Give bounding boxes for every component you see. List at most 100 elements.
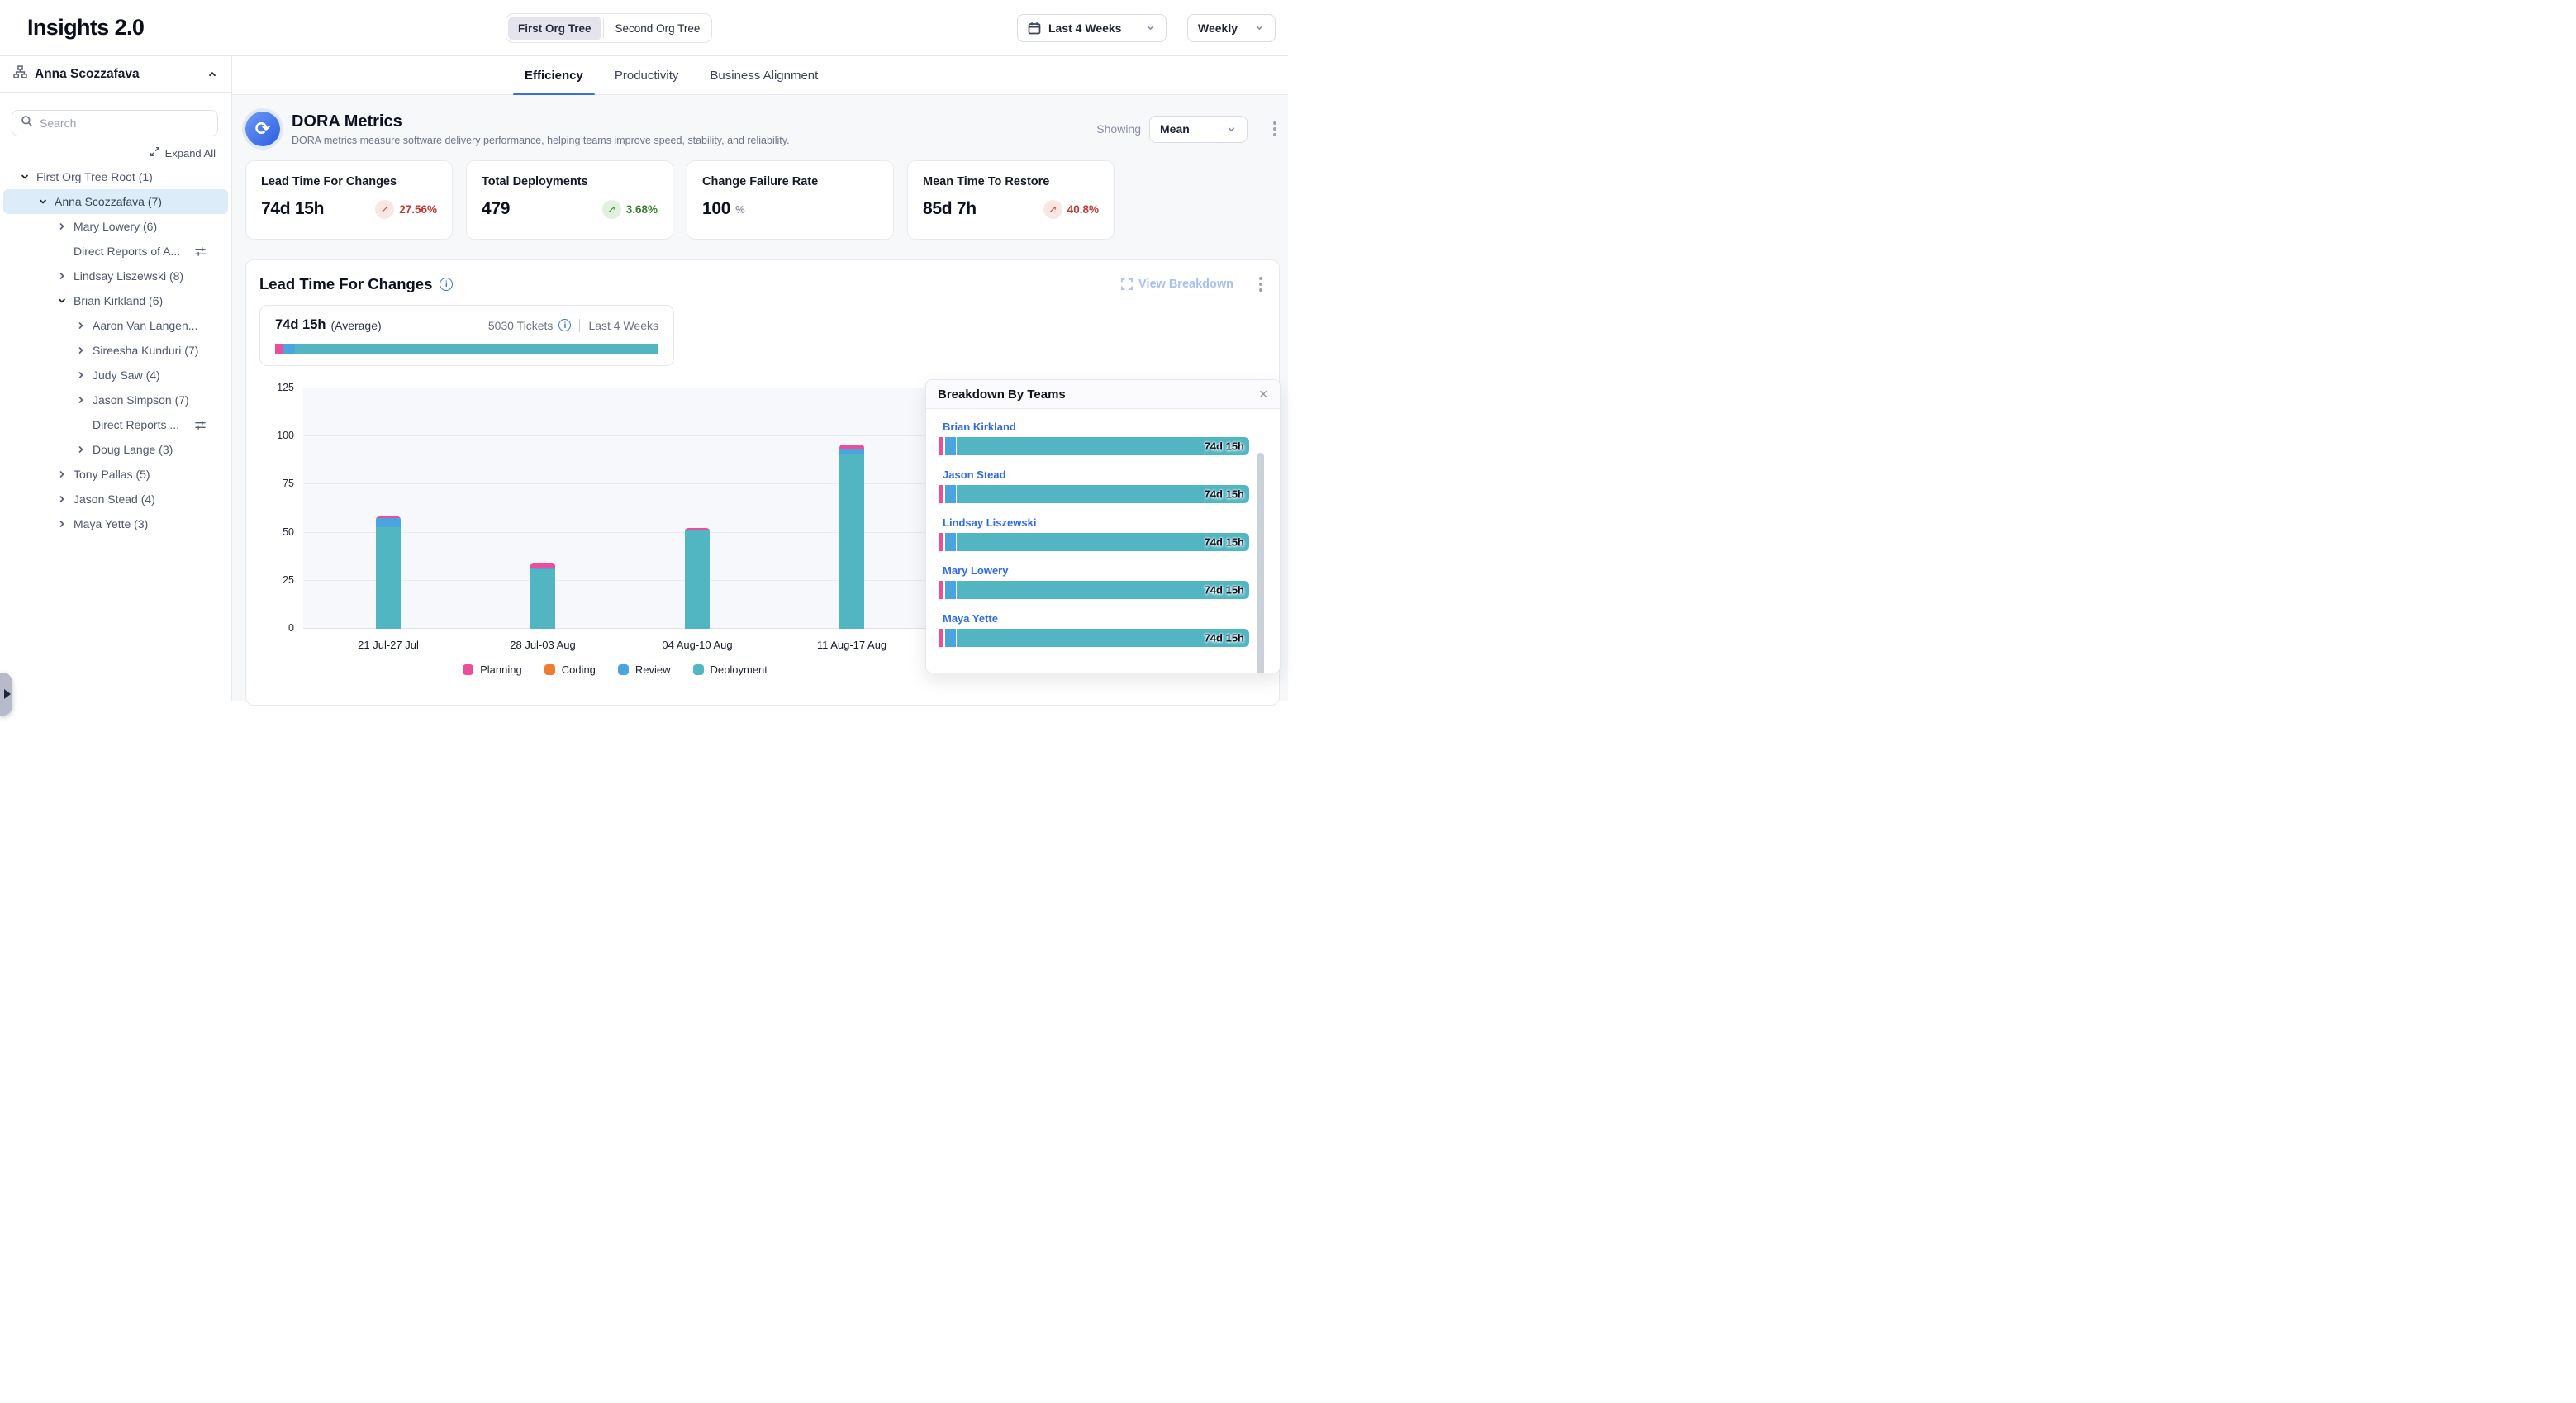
chevron-right-icon[interactable]: [55, 494, 69, 504]
tab-efficiency[interactable]: Efficiency: [513, 56, 595, 94]
legend-label: Planning: [480, 663, 522, 676]
team-name-link[interactable]: Brian Kirkland: [943, 421, 1280, 433]
tree-item[interactable]: First Org Tree Root (1): [3, 164, 228, 189]
tree-item[interactable]: Anna Scozzafava (7): [3, 189, 228, 214]
breakdown-team-row: Jason Stead74d 15h: [939, 468, 1280, 503]
y-axis-tick-label: 50: [259, 526, 294, 538]
planning-segment: [530, 563, 555, 568]
summary-meta: 5030 Tickets i Last 4 Weeks: [488, 319, 658, 332]
metric-card-value: 100: [702, 199, 730, 219]
tree-item-label: Aaron Van Langen...: [93, 319, 197, 332]
lead-time-kebab-menu[interactable]: [1256, 273, 1266, 295]
close-icon[interactable]: ✕: [1258, 388, 1268, 400]
review-segment: [283, 344, 295, 354]
expand-all-button[interactable]: Expand All: [0, 146, 216, 159]
chevron-right-icon[interactable]: [74, 445, 88, 454]
chevron-right-icon[interactable]: [74, 395, 88, 405]
review-segment: [376, 518, 401, 526]
showing-select[interactable]: Mean: [1149, 116, 1248, 143]
tree-item[interactable]: Tony Pallas (5): [3, 462, 228, 487]
divider: [579, 319, 580, 332]
org-hierarchy-icon: [13, 65, 27, 83]
metric-card-value-row: 85d 7h ↗40.8%: [923, 199, 1099, 219]
search-input[interactable]: [40, 117, 209, 130]
scrollbar-thumb[interactable]: [1257, 453, 1264, 673]
search-icon: [21, 115, 33, 131]
chevron-right-icon[interactable]: [74, 321, 88, 331]
tree-item[interactable]: Sireesha Kunduri (7): [3, 338, 228, 363]
metric-card-title: Change Failure Rate: [702, 175, 878, 188]
stacked-bar[interactable]: [530, 563, 555, 629]
chevron-up-icon[interactable]: [207, 69, 218, 80]
tab-business-alignment[interactable]: Business Alignment: [698, 56, 829, 94]
toggle-first-org-tree[interactable]: First Org Tree: [508, 17, 601, 40]
chevron-right-icon[interactable]: [55, 221, 69, 231]
tree-item[interactable]: Jason Stead (4): [3, 487, 228, 511]
toggle-second-org-tree[interactable]: Second Org Tree: [606, 17, 711, 40]
legend-item: Planning: [463, 663, 522, 676]
info-icon[interactable]: i: [440, 278, 453, 291]
tree-item[interactable]: Doug Lange (3): [3, 437, 228, 462]
team-name-link[interactable]: Mary Lowery: [943, 564, 1280, 577]
stacked-bar[interactable]: [839, 445, 864, 629]
metric-card-title: Lead Time For Changes: [261, 175, 437, 188]
showing-value: Mean: [1160, 122, 1190, 136]
x-axis-tick-label: 11 Aug-17 Aug: [817, 639, 886, 651]
chevron-right-icon[interactable]: [55, 469, 69, 479]
tree-item[interactable]: Judy Saw (4): [3, 363, 228, 388]
sidebar-collapse-handle[interactable]: [0, 673, 12, 716]
granularity-select[interactable]: Weekly: [1187, 14, 1276, 42]
tree-item-label: Tony Pallas (5): [74, 468, 150, 481]
org-tree-toggle[interactable]: First Org Tree Second Org Tree: [506, 13, 712, 43]
sidebar-search[interactable]: [12, 110, 218, 136]
deployment-segment: [376, 527, 401, 629]
breakdown-panel: Breakdown By Teams ✕ Brian Kirkland74d 1…: [925, 379, 1281, 673]
tree-item[interactable]: Aaron Van Langen...: [3, 313, 228, 338]
chevron-down-icon[interactable]: [55, 296, 69, 306]
sidebar-header[interactable]: Anna Scozzafava: [0, 56, 231, 93]
tree-item[interactable]: Lindsay Liszewski (8): [3, 264, 228, 288]
tree-item[interactable]: Mary Lowery (6): [3, 214, 228, 239]
chevron-down-icon[interactable]: [36, 197, 50, 207]
team-lead-time-bar: 74d 15h: [939, 581, 1249, 599]
chevron-right-icon[interactable]: [74, 345, 88, 355]
y-axis-tick-label: 0: [259, 622, 294, 634]
stacked-bar[interactable]: [376, 516, 401, 629]
team-name-link[interactable]: Jason Stead: [943, 468, 1280, 481]
triangle-right-icon: [4, 689, 11, 699]
tree-item-label: Sireesha Kunduri (7): [93, 344, 198, 357]
metric-card-value: 479: [482, 199, 510, 219]
filter-sliders-icon[interactable]: [194, 419, 207, 431]
tree-item-label: Doug Lange (3): [93, 443, 173, 456]
lead-time-chart: 21 Jul-27 Jul28 Jul-03 Aug04 Aug-10 Aug1…: [259, 388, 927, 629]
dora-cycle-icon: ⟳: [245, 112, 280, 146]
team-name-link[interactable]: Maya Yette: [943, 612, 1280, 625]
breakdown-team-row: Mary Lowery 74d 15h: [939, 564, 1280, 599]
date-range-select[interactable]: Last 4 Weeks: [1017, 14, 1167, 42]
expand-all-label: Expand All: [165, 147, 216, 159]
section-tabs: Efficiency Productivity Business Alignme…: [232, 56, 1288, 95]
dora-kebab-menu[interactable]: [1270, 118, 1280, 140]
tab-productivity[interactable]: Productivity: [603, 56, 691, 94]
view-breakdown-button[interactable]: View Breakdown: [1121, 278, 1233, 291]
tree-item[interactable]: Direct Reports ...: [3, 412, 228, 437]
chevron-right-icon[interactable]: [55, 271, 69, 281]
trend-up-icon: ↗: [375, 200, 394, 219]
tree-item[interactable]: Direct Reports of A...: [3, 239, 228, 264]
tree-item[interactable]: Brian Kirkland (6): [3, 288, 228, 313]
team-name-link[interactable]: Lindsay Liszewski: [943, 516, 1280, 529]
tree-item-label: Judy Saw (4): [93, 369, 160, 382]
deployment-segment: [530, 569, 555, 629]
chevron-right-icon[interactable]: [55, 519, 69, 529]
trend-badge: ↗40.8%: [1043, 200, 1099, 219]
tree-item[interactable]: Jason Simpson (7): [3, 388, 228, 412]
stacked-bar[interactable]: [685, 528, 710, 629]
info-icon[interactable]: i: [558, 319, 571, 331]
filter-sliders-icon[interactable]: [194, 245, 207, 258]
metric-card-value: 85d 7h: [923, 199, 977, 219]
tree-item[interactable]: Maya Yette (3): [3, 511, 228, 536]
expand-icon: [150, 146, 160, 159]
planning-segment: [939, 581, 943, 599]
chevron-down-icon[interactable]: [18, 172, 31, 182]
chevron-right-icon[interactable]: [74, 370, 88, 380]
